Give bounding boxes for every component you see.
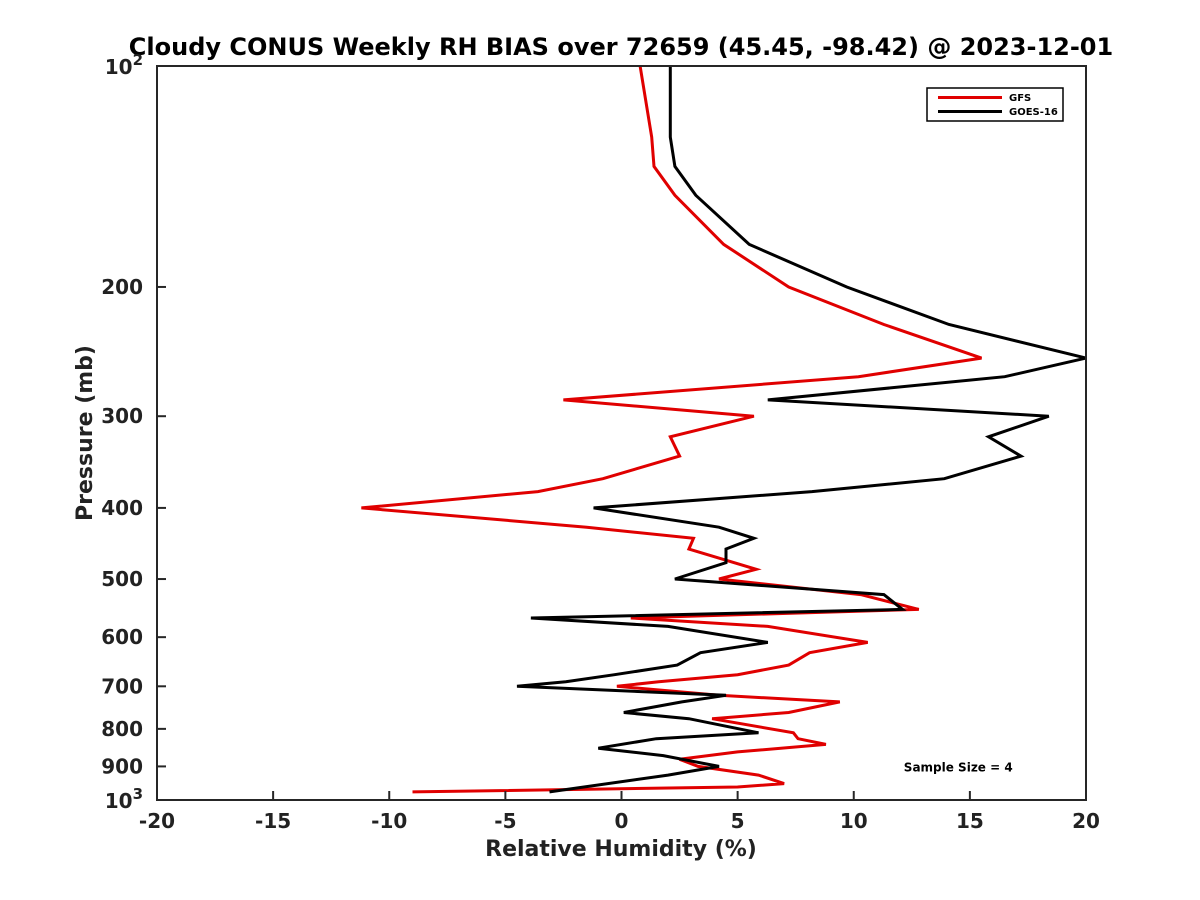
legend-label-goes16: GOES-16 bbox=[1009, 107, 1058, 118]
series-line-gfs bbox=[361, 65, 982, 794]
legend: GFS GOES-16 bbox=[926, 87, 1064, 122]
y-tick-label: 900 bbox=[101, 754, 143, 778]
y-axis-label: Pressure (mb) bbox=[73, 345, 98, 521]
sample-size-annotation: Sample Size = 4 bbox=[904, 760, 1013, 774]
x-tick-label: 5 bbox=[731, 809, 745, 833]
y-tick-label: 300 bbox=[101, 404, 143, 428]
x-tick-label: -15 bbox=[255, 809, 291, 833]
y-tick-label: 600 bbox=[101, 625, 143, 649]
y-tick-label: 700 bbox=[101, 674, 143, 698]
annotations: Sample Size = 4 bbox=[904, 760, 1013, 774]
y-tick-label: 400 bbox=[101, 496, 143, 520]
x-axis-label: Relative Humidity (%) bbox=[485, 837, 757, 862]
y-tick-label: 200 bbox=[101, 275, 143, 299]
series-line-goes16 bbox=[516, 66, 1087, 794]
y-tick-label: 800 bbox=[101, 717, 143, 741]
x-tick-label: 10 bbox=[840, 809, 868, 833]
x-tick-label: 0 bbox=[615, 809, 629, 833]
x-tick-label: -10 bbox=[371, 809, 407, 833]
y-tick-label: 500 bbox=[101, 567, 143, 591]
axis-ticks: -20 -15 -10 -5 0 5 10 15 20 200 300 400 500 600 700 800… bbox=[101, 51, 1100, 833]
y-tick-label-bottom: 103 bbox=[105, 785, 143, 813]
x-tick-label: -5 bbox=[494, 809, 516, 833]
x-tick-label: -20 bbox=[139, 809, 175, 833]
y-tick-label-top: 102 bbox=[105, 51, 143, 79]
series-lines bbox=[361, 65, 1087, 794]
legend-label-gfs: GFS bbox=[1009, 93, 1031, 104]
x-tick-label: 15 bbox=[956, 809, 984, 833]
x-tick-label: 20 bbox=[1072, 809, 1100, 833]
legend-box bbox=[926, 87, 1064, 122]
chart-title: Cloudy CONUS Weekly RH BIAS over 72659 (… bbox=[129, 33, 1113, 61]
